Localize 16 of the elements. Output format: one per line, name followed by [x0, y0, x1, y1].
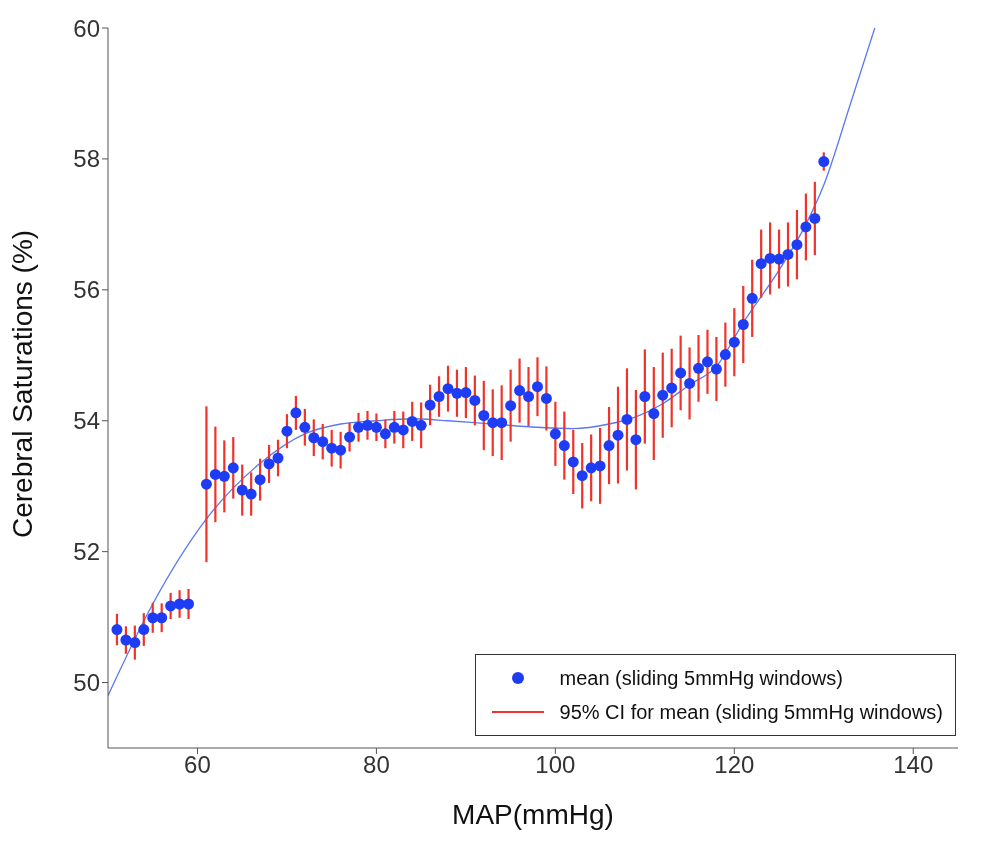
x-tick-label: 60: [184, 751, 211, 779]
line-series: [108, 28, 876, 697]
x-axis-title: MAP(mmHg): [452, 799, 614, 830]
legend-label: mean (sliding 5mmHg windows): [559, 666, 843, 690]
x-tick-label: 120: [714, 751, 755, 779]
y-tick-label: 52: [73, 538, 100, 566]
y-tick-label: 54: [73, 407, 100, 435]
y-tick-label: 56: [73, 276, 100, 304]
y-tick-label: 50: [73, 669, 100, 697]
y-tick-label: 58: [73, 145, 100, 173]
annotation: 95% CI for mean (sliding 5mmHg windows): [559, 700, 943, 724]
y-axis-title: Cerebral Saturations (%): [6, 229, 38, 538]
x-tick-label: 80: [363, 751, 390, 779]
x-tick-label: 100: [535, 751, 576, 779]
x-tick-label: 140: [893, 751, 934, 779]
y-tick-label: 60: [73, 14, 100, 42]
